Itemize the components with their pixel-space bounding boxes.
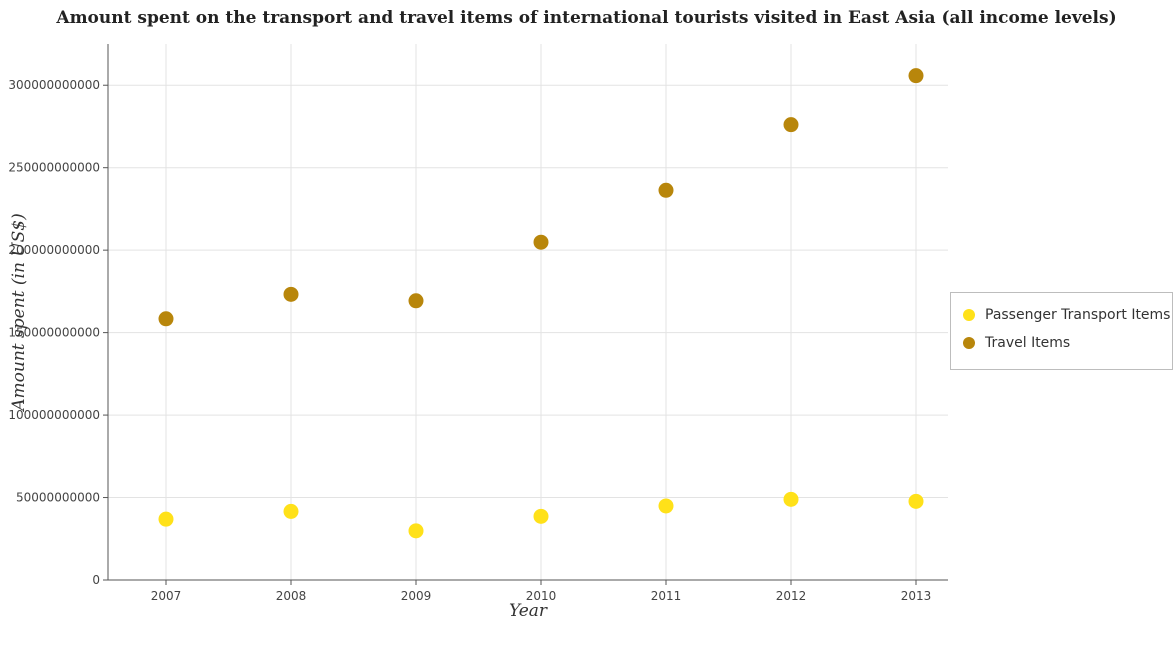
passenger-transport-point [283,503,299,519]
y-tick-label: 50000000000 [16,491,100,505]
x-tick-label: 2011 [651,589,682,603]
y-tick-label: 200000000000 [8,243,100,257]
travel-items-point [908,68,924,84]
travel-items-point [658,182,674,198]
y-axis-label: Amount spent (in US$) [9,213,29,412]
x-axis-label: Year [509,601,548,621]
passenger-transport-point [783,491,799,507]
x-tick-label: 2007 [151,589,182,603]
y-tick-label: 150000000000 [8,326,100,340]
legend-label-passenger: Passenger Transport Items [985,307,1171,323]
legend-item-passenger: Passenger Transport Items [963,307,1170,323]
x-tick-label: 2009 [401,589,432,603]
passenger-transport-point [158,511,174,527]
travel-items-point [283,286,299,302]
y-tick-label: 250000000000 [8,161,100,175]
travel-items-point [158,311,174,327]
travel-items-point [783,117,799,133]
travel-items-point [533,234,549,250]
travel-items-point [408,293,424,309]
legend-swatch-travel [963,337,975,349]
passenger-transport-point [533,508,549,524]
passenger-transport-point [658,498,674,514]
legend-item-travel: Travel Items [963,335,1070,351]
x-tick-label: 2010 [526,589,557,603]
y-tick-label: 0 [92,573,100,587]
legend: Passenger Transport Items Travel Items [950,292,1173,370]
x-tick-label: 2008 [276,589,307,603]
legend-label-travel: Travel Items [985,335,1071,351]
y-tick-label: 100000000000 [8,408,100,422]
chart-title: Amount spent on the transport and travel… [56,8,1117,28]
passenger-transport-point [408,523,424,539]
x-tick-label: 2012 [776,589,807,603]
legend-swatch-passenger [963,309,975,321]
passenger-transport-point [908,493,924,509]
x-tick-label: 2013 [901,589,932,603]
y-tick-label: 300000000000 [8,78,100,92]
